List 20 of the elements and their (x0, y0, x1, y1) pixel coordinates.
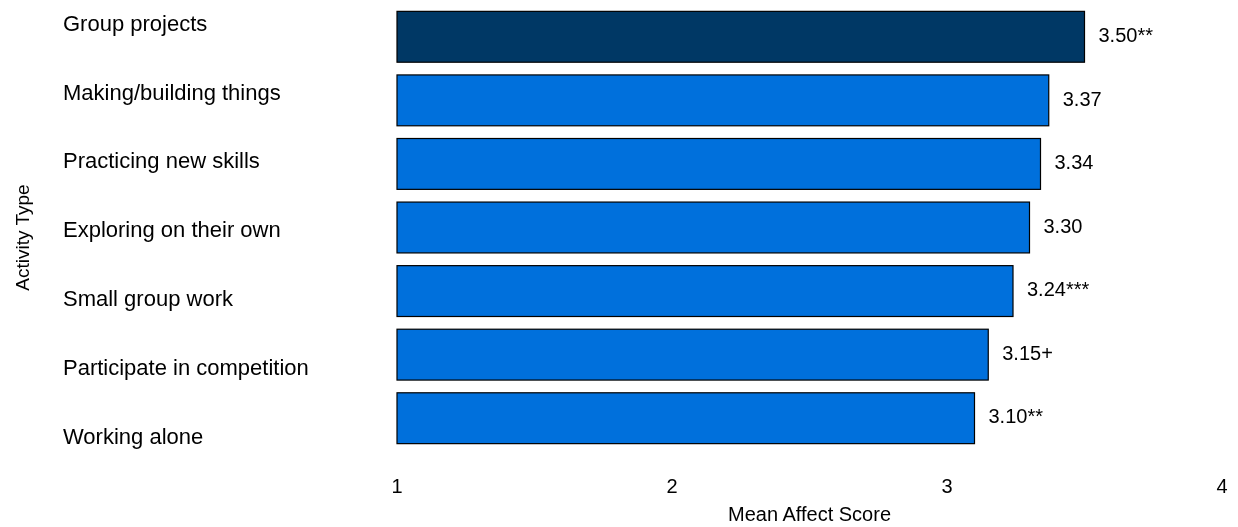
x-tick-label: 3 (941, 475, 953, 498)
data-label: 3.10** (988, 405, 1044, 428)
y-tick-label: Group projects (63, 10, 208, 36)
y-tick-label: Exploring on their own (63, 217, 281, 243)
data-label: 3.30 (1043, 214, 1083, 237)
data-label: 3.24*** (1027, 278, 1090, 301)
y-tick-label: Making/building things (63, 79, 281, 105)
y-tick-label: Working alone (63, 423, 204, 449)
data-label: 3.34 (1054, 151, 1094, 174)
x-axis-title: Mean Affect Score (727, 503, 892, 526)
y-tick-label: Participate in competition (63, 354, 309, 380)
data-label: 3.50** (1098, 24, 1154, 47)
y-axis-title: Activity Type (12, 184, 33, 291)
y-tick-label: Practicing new skills (63, 148, 260, 174)
data-label: 3.15+ (1002, 341, 1053, 364)
x-tick-label: 1 (391, 475, 403, 498)
y-tick-label: Small group work (63, 286, 234, 312)
x-tick-label: 4 (1216, 475, 1228, 498)
x-tick-label: 2 (666, 475, 678, 498)
data-label: 3.37 (1062, 87, 1102, 110)
